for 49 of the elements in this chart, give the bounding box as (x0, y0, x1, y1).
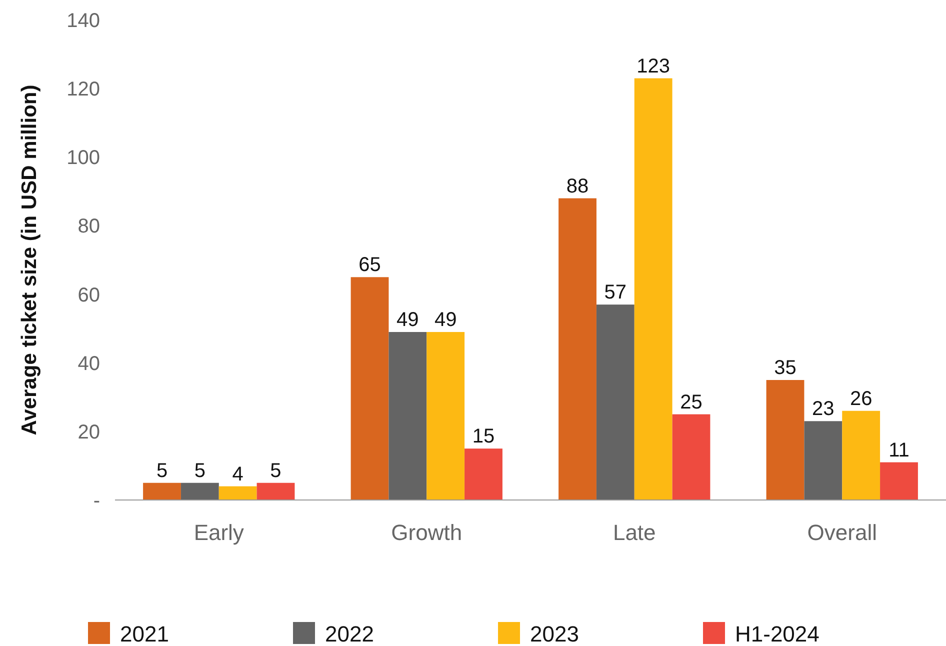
data-label: 35 (774, 357, 796, 379)
bar (842, 410, 880, 500)
bar (634, 78, 672, 500)
data-label: 4 (232, 463, 244, 486)
y-tick-label: 40 (78, 352, 100, 375)
bar (464, 448, 502, 500)
bar (218, 486, 257, 500)
data-label: 88 (566, 175, 589, 198)
legend-label: H1-2024 (735, 622, 820, 646)
data-label: 11 (888, 439, 910, 462)
x-tick-label: Early (194, 520, 244, 545)
x-tick-label: Growth (391, 520, 462, 545)
y-tick-label: 80 (78, 216, 100, 238)
bar (880, 462, 918, 500)
data-label: 57 (604, 282, 627, 304)
bar (596, 304, 634, 500)
data-label: 23 (812, 398, 834, 420)
legend-label: 2022 (325, 622, 374, 646)
data-label: 5 (194, 460, 206, 482)
y-tick-label: 100 (66, 147, 100, 170)
data-label: 123 (636, 55, 670, 78)
y-tick-label: 120 (66, 78, 100, 101)
bar (143, 482, 181, 500)
x-tick-label: Late (612, 520, 656, 545)
x-tick-label: Overall (807, 520, 877, 545)
data-label: 65 (358, 254, 381, 276)
bar (804, 421, 842, 500)
y-axis-title: Average ticket size (in USD million) (18, 84, 41, 436)
bar (558, 198, 596, 500)
data-label: 26 (850, 388, 872, 410)
bar (180, 482, 219, 500)
data-label: 5 (156, 460, 168, 482)
bar (426, 332, 465, 500)
y-tick-label: - (93, 490, 100, 512)
bar (388, 332, 427, 500)
data-label: 15 (472, 426, 495, 448)
y-tick-label: 60 (78, 284, 100, 306)
legend-label: 2023 (530, 622, 579, 646)
data-label: 49 (434, 309, 457, 331)
bar (256, 482, 295, 500)
data-label: 5 (270, 460, 282, 482)
bar (766, 380, 804, 500)
bar (350, 277, 389, 500)
y-tick-label: 140 (66, 10, 100, 32)
legend-label: 2021 (120, 622, 169, 646)
y-tick-label: 20 (78, 421, 100, 444)
data-label: 49 (396, 309, 419, 331)
bar (672, 414, 710, 500)
data-label: 25 (680, 391, 702, 414)
